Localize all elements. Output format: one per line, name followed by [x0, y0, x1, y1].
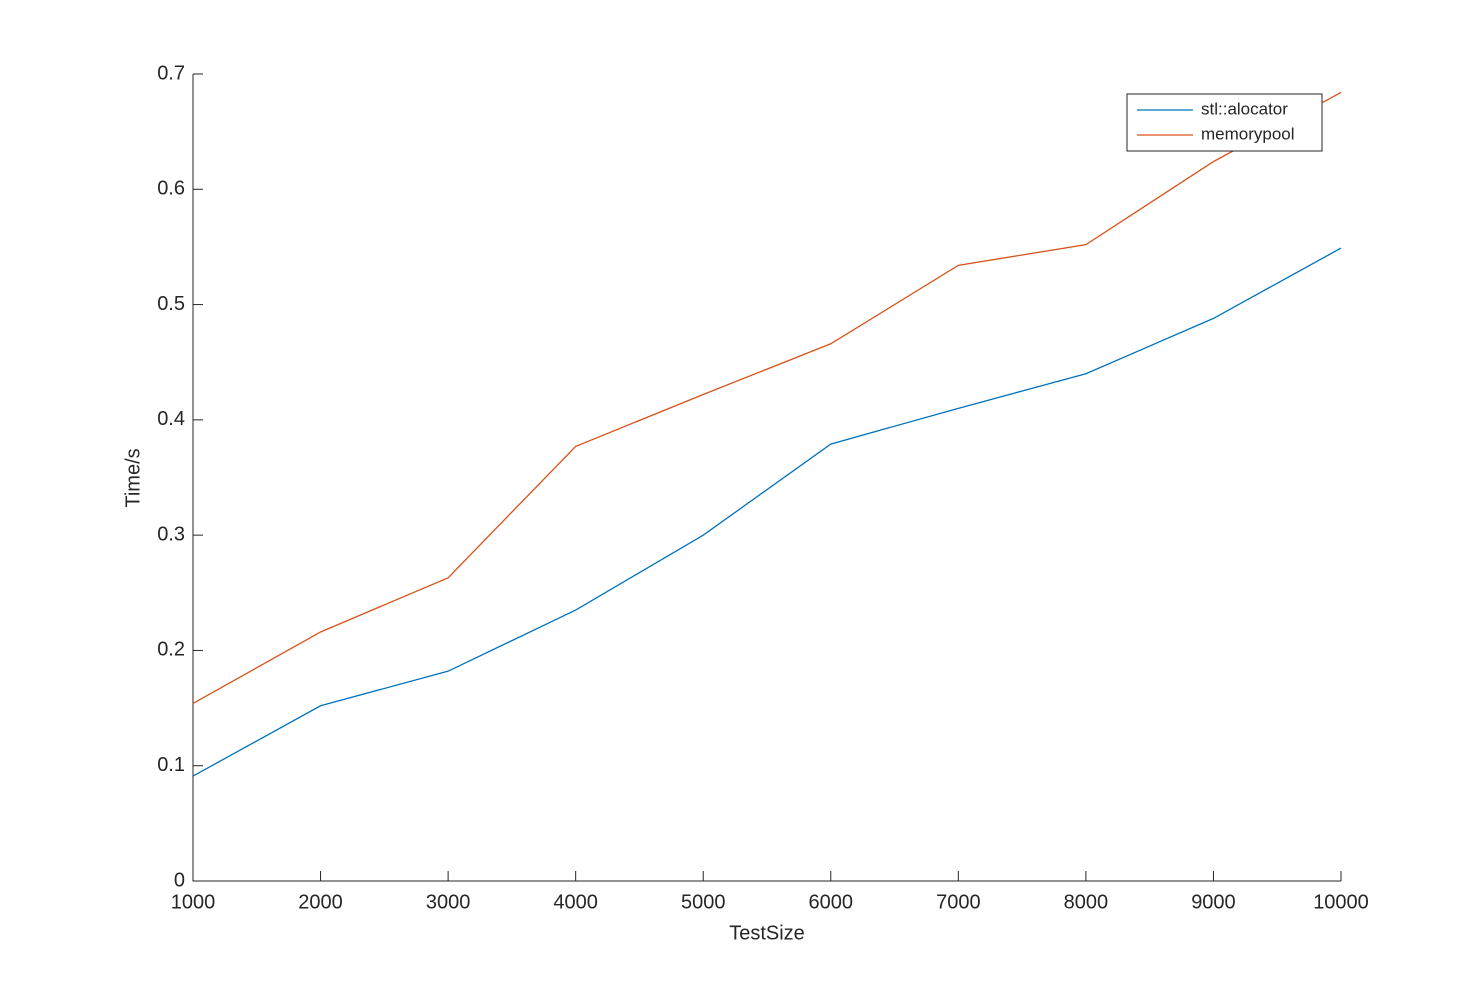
y-tick-label: 0.4	[157, 408, 185, 430]
x-axis-label: TestSize	[729, 922, 805, 944]
x-tick-label: 3000	[426, 891, 471, 913]
x-tick-label: 1000	[171, 891, 216, 913]
legend-label: stl::alocator	[1201, 99, 1288, 118]
y-tick-label: 0.1	[157, 754, 185, 776]
x-tick-label: 6000	[809, 891, 854, 913]
series-line	[192, 91, 1342, 705]
x-tick-label: 2000	[298, 891, 343, 913]
x-tick-label: 9000	[1191, 891, 1236, 913]
series-line	[192, 247, 1342, 777]
axes	[192, 74, 1341, 882]
x-tick-label: 5000	[681, 891, 726, 913]
x-tick-label: 10000	[1313, 891, 1369, 913]
x-tick-label: 7000	[936, 891, 981, 913]
y-tick-label: 0.7	[157, 62, 185, 84]
x-tick-label: 4000	[553, 891, 598, 913]
y-tick-label: 0.6	[157, 178, 185, 200]
y-axis-label: Time/s	[122, 448, 144, 507]
y-tick-label: 0.3	[157, 523, 185, 545]
legend-box	[1126, 93, 1323, 152]
y-tick-label: 0.5	[157, 293, 185, 315]
legend-label: memorypool	[1201, 124, 1295, 143]
y-tick-label: 0.2	[157, 639, 185, 661]
y-tick-label: 0	[174, 869, 185, 891]
x-tick-label: 8000	[1064, 891, 1109, 913]
